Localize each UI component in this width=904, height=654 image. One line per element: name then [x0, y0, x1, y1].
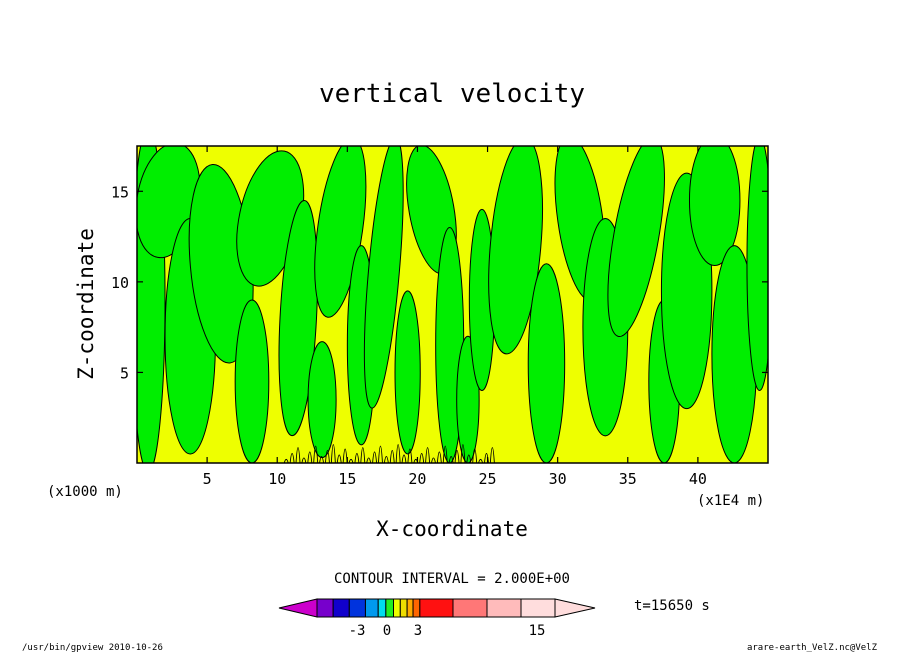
x-tick-label: 5 [203, 470, 212, 488]
colorbar-segment [332, 598, 350, 618]
contour-line [307, 451, 313, 463]
contour-line [489, 447, 495, 463]
contour-line [378, 445, 383, 463]
colorbar-segment [348, 598, 366, 618]
colorbar-segment [385, 598, 395, 618]
x-tick-label: 20 [408, 470, 426, 488]
y-unit-label: (x1000 m) [47, 484, 123, 500]
colorbar-segment [520, 598, 556, 618]
contour-line [295, 447, 301, 463]
x-tick-label: 25 [479, 470, 497, 488]
colorbar-segment [412, 598, 421, 618]
negative-velocity-region [688, 146, 741, 267]
x-unit-label: (x1E4 m) [697, 493, 764, 509]
negative-velocity-region [278, 200, 318, 437]
x-tick-label: 40 [689, 470, 707, 488]
contour-line [454, 450, 460, 463]
negative-velocity-region [607, 146, 665, 338]
contour-line [407, 448, 413, 463]
contour-line [383, 455, 389, 463]
contour-line [431, 457, 436, 463]
negative-velocity-region [363, 146, 404, 409]
colorbar-tick-label: 0 [383, 623, 391, 639]
velocity-field [137, 146, 768, 463]
footer-left: /usr/bin/gpview 2010-10-26 [22, 643, 163, 653]
y-axis: 5 10 15 [111, 183, 768, 382]
contour-line [301, 457, 307, 463]
colorbar-segment [406, 598, 414, 618]
colorbar-segment [377, 598, 387, 618]
negative-velocity-region [307, 341, 337, 459]
contour-line [436, 451, 442, 463]
contour-line [354, 452, 360, 463]
contour-line [472, 448, 478, 463]
contour-line [478, 458, 484, 463]
x-axis: 5 10 15 20 25 30 35 40 [203, 146, 707, 488]
negative-velocity-region [234, 299, 270, 463]
contour-line [325, 450, 330, 463]
contour-line [366, 457, 372, 463]
y-tick-label: 5 [120, 364, 129, 382]
y-tick-label: 15 [111, 183, 129, 201]
negative-velocity-region [488, 146, 543, 355]
time-label: t=15650 s [634, 598, 710, 614]
y-tick-label: 10 [111, 274, 129, 292]
chart-title: vertical velocity [319, 79, 585, 109]
colorbar-segment [486, 598, 522, 618]
contour-line [460, 444, 466, 463]
colorbar-min-arrow [278, 598, 318, 618]
contour-line [348, 458, 354, 463]
colorbar-segment [393, 598, 401, 618]
colorbar-tick-label: -3 [349, 623, 366, 639]
colorbar-segment [419, 598, 454, 618]
contour-line [289, 452, 295, 463]
y-axis-title: Z-coordinate [74, 228, 98, 380]
contour-interval-label: CONTOUR INTERVAL = 2.000E+00 [334, 571, 570, 587]
contour-line [330, 444, 336, 463]
x-axis-title: X-coordinate [376, 517, 528, 541]
contour-line [448, 455, 454, 463]
colorbar-tick-label: 3 [414, 623, 422, 639]
colorbar: -3 0 3 15 [278, 598, 596, 639]
negative-velocity-region [394, 290, 421, 455]
contour-line [319, 455, 325, 463]
plot-area: 5 10 15 20 25 30 35 40 5 10 15 [111, 145, 769, 488]
contour-line [336, 454, 342, 463]
colorbar-segment [364, 598, 379, 618]
footer-right: arare-earth_VelZ.nc@VelZ [747, 643, 878, 653]
contour-line [360, 447, 366, 463]
contour-line [401, 454, 407, 463]
x-tick-label: 30 [549, 470, 567, 488]
colorbar-segment [399, 598, 408, 618]
negative-velocity-region [746, 146, 768, 392]
plot-frame [136, 145, 769, 464]
contour-line [466, 454, 472, 463]
contour-line [372, 451, 378, 463]
negative-velocity-region [527, 263, 566, 463]
contour-line [395, 444, 401, 463]
x-tick-label: 15 [338, 470, 356, 488]
colorbar-max-arrow [554, 598, 596, 618]
x-tick-label: 10 [268, 470, 286, 488]
contour-line [425, 447, 431, 463]
colorbar-tick-label: 15 [529, 623, 546, 639]
colorbar-segment [452, 598, 488, 618]
x-tick-label: 35 [619, 470, 637, 488]
contour-line [419, 452, 425, 463]
colorbar-segment [316, 598, 334, 618]
contour-line [442, 445, 448, 463]
contour-line [389, 450, 395, 463]
contour-line [313, 445, 319, 463]
contour-line [283, 458, 289, 463]
